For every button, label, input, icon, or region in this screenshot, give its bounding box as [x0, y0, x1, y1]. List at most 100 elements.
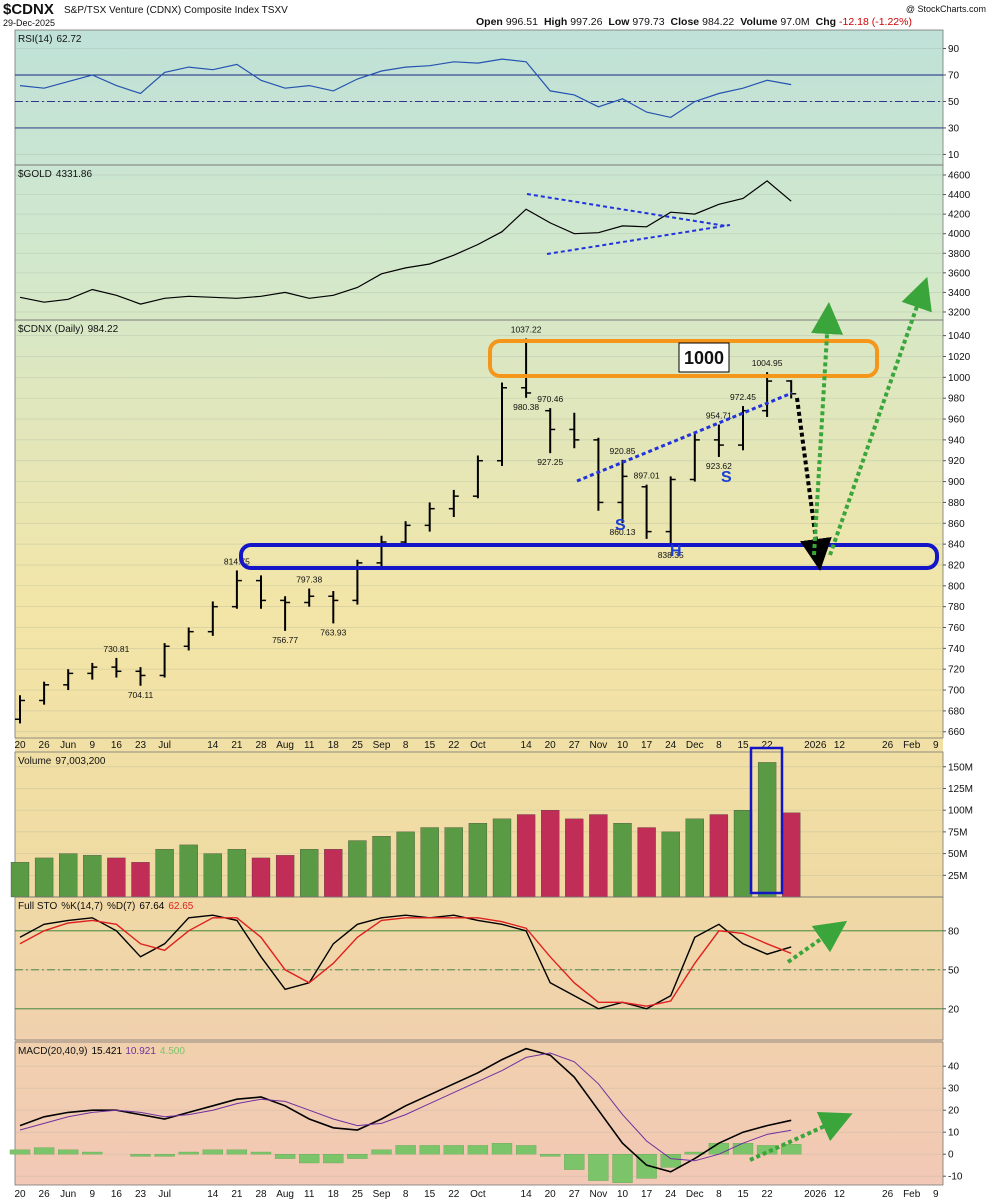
volume-bar	[516, 814, 536, 898]
price-label: 838.35	[658, 550, 684, 560]
y-tick-label: 40	[948, 1062, 960, 1073]
price-label: 860.13	[610, 527, 636, 537]
y-tick-label: 760	[948, 623, 965, 634]
x-tick-label: 22	[762, 740, 774, 751]
subtitle: S&P/TSX Venture (CDNX) Composite Index T…	[64, 5, 288, 16]
x-tick-label: 28	[255, 1189, 267, 1200]
y-tick-label: 860	[948, 519, 965, 530]
legend-value: 10.921	[125, 1046, 156, 1057]
x-tick-label: 24	[665, 1189, 677, 1200]
pattern-label: S	[615, 517, 626, 534]
neckline	[576, 391, 793, 483]
legend-value: 984.22	[88, 324, 119, 335]
x-tick-label: 14	[207, 740, 219, 751]
field-label: Volume	[740, 16, 777, 28]
histogram-bar	[660, 1154, 681, 1168]
y-tick-label: 100M	[948, 806, 973, 817]
x-tick-label: 9	[90, 740, 96, 751]
x-tick-label: 15	[424, 740, 436, 751]
y-tick-label: 660	[948, 727, 965, 738]
histogram-bar	[323, 1154, 344, 1164]
volume-bar	[227, 849, 247, 898]
arrow	[786, 920, 848, 964]
y-tick-label: 3800	[948, 249, 971, 260]
price-label: 1004.95	[752, 358, 783, 368]
x-tick-label: Feb	[903, 740, 921, 751]
field-value: 979.73	[632, 16, 664, 28]
field-label: Low	[608, 16, 630, 28]
x-tick-label: 18	[328, 740, 340, 751]
panel-title-text: MACD(20,40,9)	[18, 1046, 87, 1057]
volume-bar	[155, 849, 174, 898]
x-tick-label: Feb	[903, 1189, 921, 1200]
price-label: 814.75	[224, 556, 250, 566]
legend-entry: %K(14,7)	[61, 901, 103, 912]
volume-bar	[444, 827, 463, 898]
y-tick-label: 1020	[948, 352, 971, 363]
x-tick-label: 15	[737, 740, 749, 751]
volume-bar	[251, 857, 271, 898]
volume-bar	[203, 853, 222, 898]
volume-bar	[757, 762, 777, 898]
series-line	[19, 180, 792, 305]
x-tick-label: Aug	[276, 740, 294, 751]
y-tick-label: 50	[948, 965, 960, 976]
pattern-label: S	[721, 469, 732, 486]
volume-bar	[565, 818, 584, 898]
x-tick-label: 20	[14, 740, 26, 751]
x-tick-label: 16	[111, 1189, 123, 1200]
volume-bar	[420, 827, 439, 898]
y-tick-label: 4400	[948, 190, 971, 201]
x-tick-label: 15	[424, 1189, 436, 1200]
price-label: 980.38	[513, 402, 539, 412]
y-tick-label: 50M	[948, 849, 967, 860]
y-tick-label: -10	[948, 1172, 963, 1183]
x-tick-label: 8	[403, 1189, 409, 1200]
arrow	[828, 276, 932, 556]
histogram-bar	[564, 1154, 585, 1170]
x-tick-label: 20	[545, 1189, 557, 1200]
date: 29-Dec-2025	[3, 18, 55, 28]
x-tick-label: 9	[933, 1189, 939, 1200]
y-tick-label: 70	[948, 71, 960, 82]
y-tick-label: 20	[948, 1106, 960, 1117]
x-tick-label: 10	[617, 740, 629, 751]
panel-title: Full STO %K(14,7) %D(7) 67.64 62.65	[18, 901, 194, 912]
histogram-bar	[274, 1154, 296, 1159]
histogram-bar	[9, 1149, 31, 1155]
y-tick-label: 75M	[948, 827, 967, 838]
x-tick-label: 2026	[804, 740, 827, 751]
y-tick-label: 800	[948, 581, 965, 592]
histogram-bar	[612, 1154, 633, 1183]
y-tick-label: 0	[948, 1150, 954, 1161]
arrow	[749, 1112, 853, 1162]
x-tick-label: 14	[521, 1189, 533, 1200]
field-label: Close	[671, 16, 700, 28]
symbol: $CDNX	[3, 1, 54, 18]
x-tick-label: Dec	[686, 740, 704, 751]
x-tick-label: Nov	[590, 1189, 608, 1200]
level-label: 1000	[684, 348, 724, 368]
histogram-bar	[33, 1147, 55, 1155]
y-tick-label: 720	[948, 665, 965, 676]
histogram-bar	[588, 1154, 609, 1181]
x-tick-label: 12	[834, 740, 846, 751]
x-tick-label: 14	[521, 740, 533, 751]
histogram-bar	[443, 1145, 464, 1155]
volume-bar	[661, 831, 680, 898]
x-tick-label: 20	[14, 1189, 26, 1200]
volume-bar	[637, 827, 656, 898]
volume-highlight	[749, 746, 784, 895]
y-tick-label: 980	[948, 394, 965, 405]
x-tick-label: 2026	[804, 1189, 827, 1200]
y-tick-label: 3200	[948, 307, 971, 318]
x-tick-label: 28	[255, 740, 267, 751]
legend-value: 62.72	[56, 34, 81, 45]
ohlc-summary: Open 996.51 High 997.26 Low 979.73 Close 984.22…	[476, 16, 912, 28]
volume-bar	[324, 849, 343, 898]
volume-bar	[782, 812, 801, 898]
x-tick-label: Sep	[373, 740, 391, 751]
panel-frame	[14, 319, 944, 739]
x-tick-label: 20	[545, 740, 557, 751]
volume-bar	[107, 857, 126, 898]
